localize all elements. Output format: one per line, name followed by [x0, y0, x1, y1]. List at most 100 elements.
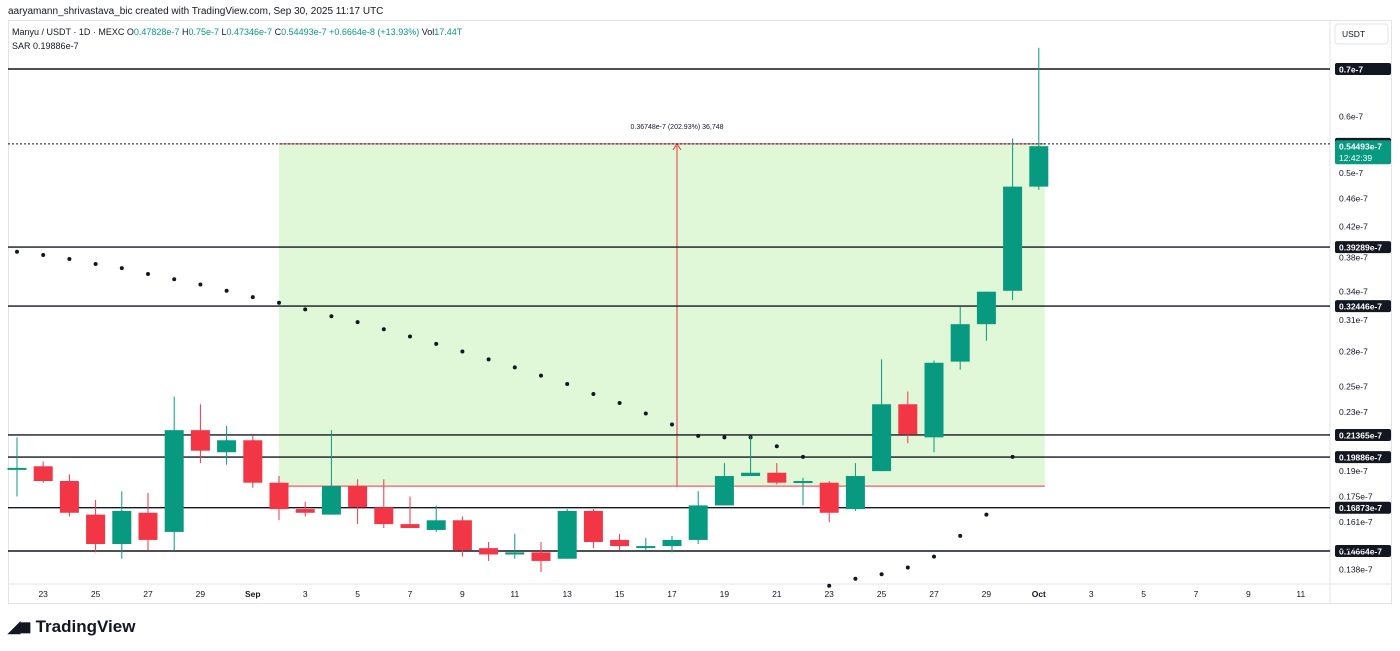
price-tick-label: 0.25e-7 — [1339, 381, 1368, 391]
candle-body[interactable] — [348, 486, 368, 508]
candle-body[interactable] — [976, 291, 996, 325]
level-price-tag — [1335, 545, 1391, 557]
time-tick-label: 29 — [982, 589, 992, 599]
candle-body[interactable] — [479, 548, 499, 555]
candle-body[interactable] — [86, 514, 106, 545]
candle-body[interactable] — [112, 510, 132, 545]
candle-body[interactable] — [872, 404, 892, 472]
candle-body[interactable] — [793, 481, 813, 484]
candle-body[interactable] — [531, 552, 551, 561]
time-tick-label: 3 — [303, 589, 308, 599]
level-price-tag — [1335, 501, 1391, 514]
candle-body[interactable] — [295, 509, 315, 513]
candle-body[interactable] — [688, 505, 708, 540]
vol-value: 17.44T — [434, 27, 463, 37]
last-price-label: 0.54493e-7 — [1339, 142, 1382, 152]
tradingview-logo[interactable]: ◢◼ TradingView — [8, 617, 135, 637]
time-tick-label: 27 — [143, 589, 153, 599]
candle-body[interactable] — [1003, 186, 1023, 291]
measure-label: 0.36748e-7 (202.93%) 36,748 — [630, 124, 723, 131]
candle-body[interactable] — [505, 552, 525, 555]
candle-body[interactable] — [243, 440, 263, 483]
vol-label: Vol — [421, 27, 435, 37]
currency-button-label: USDT — [1342, 29, 1365, 39]
candle-body[interactable] — [400, 524, 420, 528]
candle-body[interactable] — [583, 510, 603, 542]
time-tick-label: 5 — [355, 589, 360, 599]
sar-dot — [1010, 454, 1015, 459]
sar-dot — [879, 572, 884, 577]
candle-body[interactable] — [662, 539, 682, 547]
currency-button[interactable] — [1334, 23, 1389, 45]
sar-value: 0.19886e-7 — [33, 41, 79, 51]
candle-body[interactable] — [7, 467, 27, 470]
level-price-label: 0.32446e-7 — [1339, 302, 1382, 312]
sar-dot — [591, 391, 596, 396]
countdown-label: 12:42:39 — [1339, 153, 1372, 163]
candle-body[interactable] — [138, 512, 158, 540]
sar-dot — [93, 261, 98, 266]
sar-dot — [643, 411, 648, 416]
candle-body[interactable] — [819, 482, 839, 513]
candle-body[interactable] — [714, 476, 734, 506]
symbol-info-row: Manyu / USDT · 1D · MEXC O0.47828e-7 H0.… — [12, 27, 462, 37]
level-price-label: 0.16873e-7 — [1339, 503, 1382, 513]
candle-body[interactable] — [59, 481, 79, 513]
sar-label[interactable]: SAR — [12, 41, 31, 51]
price-tick-label: 0.42e-7 — [1339, 222, 1368, 232]
open-value: 0.47828e-7 — [133, 27, 180, 37]
time-tick-label: 5 — [1141, 589, 1146, 599]
low-label: L — [221, 27, 227, 37]
candle-body[interactable] — [452, 520, 472, 551]
sar-dot — [774, 444, 779, 449]
time-tick-label: 9 — [460, 589, 465, 599]
candle-body[interactable] — [190, 430, 210, 451]
candle-body[interactable] — [950, 324, 970, 362]
candle-body[interactable] — [269, 482, 289, 510]
symbol-name[interactable]: Manyu / USDT · 1D · MEXC — [12, 27, 125, 37]
candle-body[interactable] — [741, 472, 761, 477]
sar-dot — [932, 554, 936, 559]
time-tick-label: 11 — [1296, 589, 1305, 599]
attribution-text: aaryamann_shrivastava_bic created with T… — [8, 6, 384, 17]
price-tick-label: 0.148e-7 — [1339, 543, 1373, 553]
sar-dot — [853, 576, 858, 581]
time-tick-label: 13 — [562, 589, 572, 599]
candle-body[interactable] — [426, 520, 446, 530]
price-tick-label: 0.23e-7 — [1339, 407, 1368, 417]
sar-dot — [722, 435, 727, 440]
candle-body[interactable] — [33, 466, 53, 482]
high-label: H — [181, 27, 189, 37]
price-tick-label: 0.28e-7 — [1339, 347, 1368, 357]
candle-body[interactable] — [321, 486, 341, 515]
sar-dot — [512, 365, 517, 370]
price-tick-label: 0.6e-7 — [1339, 112, 1363, 122]
sar-dot — [670, 422, 674, 427]
candle-body[interactable] — [845, 476, 865, 510]
time-tick-label: Oct — [1032, 589, 1046, 599]
candle-body[interactable] — [1029, 146, 1049, 187]
candle-body[interactable] — [636, 546, 656, 549]
candle-body[interactable] — [217, 440, 237, 453]
candle-body[interactable] — [557, 510, 577, 559]
time-tick-label: 27 — [929, 589, 939, 599]
candle-body[interactable] — [374, 507, 394, 525]
candle-body[interactable] — [610, 539, 630, 547]
sar-dot — [303, 307, 308, 312]
sar-dot — [408, 334, 412, 339]
sar-dot — [172, 277, 177, 282]
sar-dot — [827, 583, 832, 588]
candle-body[interactable] — [767, 472, 787, 483]
level-price-label: 0.39289e-7 — [1339, 243, 1382, 253]
sar-dot — [381, 327, 386, 332]
time-tick-label: 3 — [1089, 589, 1094, 599]
candle-body[interactable] — [164, 430, 184, 532]
price-tick-label: 0.31e-7 — [1339, 315, 1368, 325]
sar-dot — [15, 249, 19, 254]
candle-body[interactable] — [924, 362, 944, 438]
price-tick-label: 0.38e-7 — [1339, 252, 1368, 262]
chart-frame — [8, 20, 1392, 604]
sar-dot — [539, 373, 543, 378]
candle-body[interactable] — [898, 404, 918, 435]
